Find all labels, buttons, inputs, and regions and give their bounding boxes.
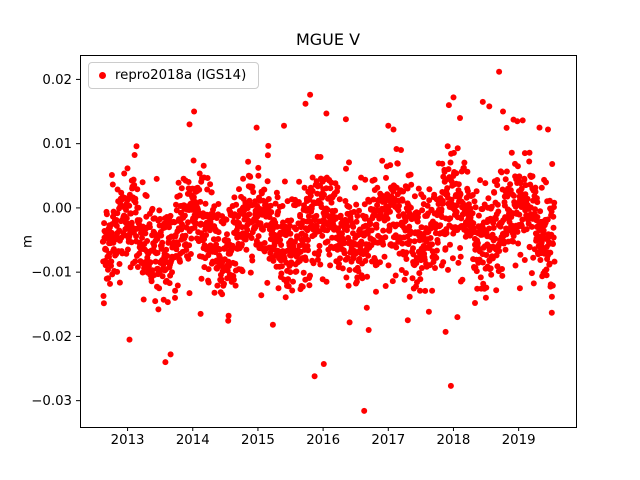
y-tick-label: −0.03 — [31, 394, 72, 409]
legend-marker-icon — [99, 72, 106, 79]
x-tick-label: 2017 — [371, 433, 405, 448]
y-tick-label: 0.01 — [42, 137, 72, 152]
x-tick-label: 2014 — [176, 433, 210, 448]
y-tick-label: −0.02 — [31, 330, 72, 345]
y-tick-label: 0.00 — [42, 201, 72, 216]
x-tick-label: 2019 — [502, 433, 536, 448]
legend: repro2018a (IGS14) — [88, 62, 260, 89]
x-tick-label: 2015 — [241, 433, 275, 448]
legend-label: repro2018a (IGS14) — [115, 68, 247, 83]
y-tick-label: 0.02 — [42, 73, 72, 88]
x-tick-label: 2016 — [306, 433, 340, 448]
x-tick-label: 2018 — [437, 433, 471, 448]
chart-title: MGUE V — [295, 30, 361, 49]
x-tick-label: 2013 — [111, 433, 145, 448]
y-tick-label: −0.01 — [31, 266, 72, 281]
